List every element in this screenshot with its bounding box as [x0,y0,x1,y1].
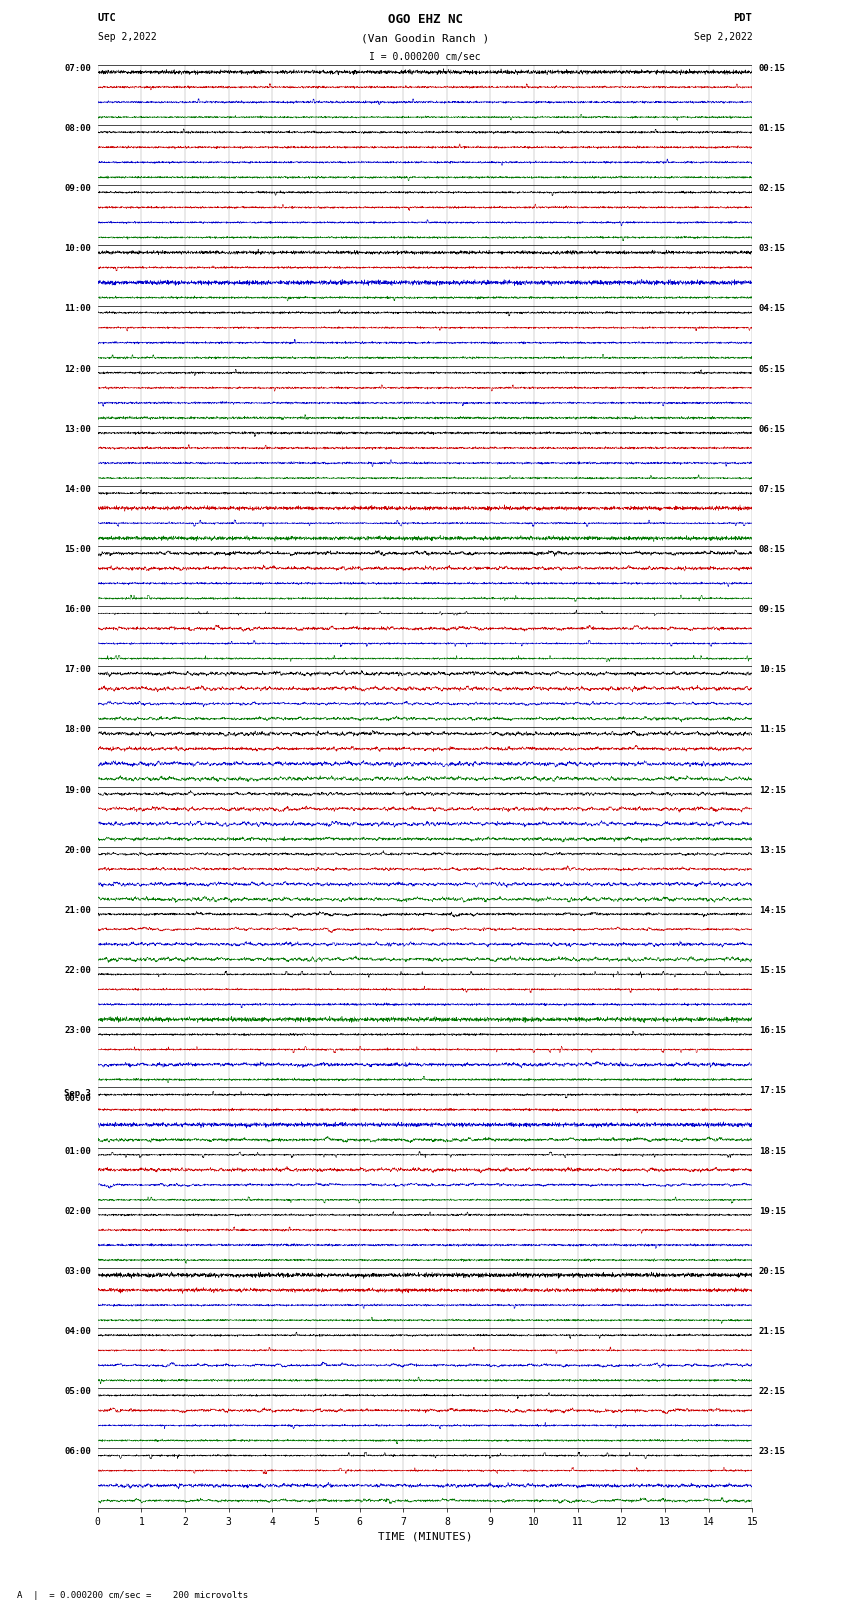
Text: 09:00: 09:00 [65,184,91,194]
Text: I = 0.000200 cm/sec: I = 0.000200 cm/sec [369,52,481,61]
Text: 13:00: 13:00 [65,424,91,434]
Text: 14:15: 14:15 [759,907,785,915]
Text: 08:15: 08:15 [759,545,785,553]
Text: 20:15: 20:15 [759,1266,785,1276]
Text: 11:00: 11:00 [65,305,91,313]
Text: (Van Goodin Ranch ): (Van Goodin Ranch ) [361,34,489,44]
Text: 22:00: 22:00 [65,966,91,974]
Text: 01:00: 01:00 [65,1147,91,1155]
Text: 01:15: 01:15 [759,124,785,132]
Text: 12:15: 12:15 [759,786,785,795]
Text: 03:15: 03:15 [759,244,785,253]
Text: 03:00: 03:00 [65,1266,91,1276]
Text: 05:15: 05:15 [759,365,785,374]
Text: 10:15: 10:15 [759,665,785,674]
Text: 07:15: 07:15 [759,486,785,494]
Text: Sep 2,2022: Sep 2,2022 [694,32,752,42]
Text: 22:15: 22:15 [759,1387,785,1397]
Text: 06:00: 06:00 [65,1447,91,1457]
Text: 10:00: 10:00 [65,244,91,253]
Text: 17:00: 17:00 [65,665,91,674]
Text: 11:15: 11:15 [759,726,785,734]
Text: OGO EHZ NC: OGO EHZ NC [388,13,462,26]
Text: 21:00: 21:00 [65,907,91,915]
Text: 02:15: 02:15 [759,184,785,194]
Text: 00:00: 00:00 [65,1094,91,1103]
Text: 04:15: 04:15 [759,305,785,313]
Text: 20:00: 20:00 [65,845,91,855]
Text: 02:00: 02:00 [65,1207,91,1216]
Text: 00:15: 00:15 [759,65,785,73]
Text: 16:15: 16:15 [759,1026,785,1036]
Text: Sep 3: Sep 3 [65,1089,91,1098]
Text: 23:00: 23:00 [65,1026,91,1036]
Text: A  |  = 0.000200 cm/sec =    200 microvolts: A | = 0.000200 cm/sec = 200 microvolts [17,1590,248,1600]
Text: 06:15: 06:15 [759,424,785,434]
Text: 08:00: 08:00 [65,124,91,132]
Text: 19:15: 19:15 [759,1207,785,1216]
Text: 18:00: 18:00 [65,726,91,734]
X-axis label: TIME (MINUTES): TIME (MINUTES) [377,1531,473,1542]
Text: 12:00: 12:00 [65,365,91,374]
Text: 19:00: 19:00 [65,786,91,795]
Text: UTC: UTC [98,13,116,23]
Text: 21:15: 21:15 [759,1327,785,1336]
Text: 09:15: 09:15 [759,605,785,615]
Text: 07:00: 07:00 [65,65,91,73]
Text: Sep 2,2022: Sep 2,2022 [98,32,156,42]
Text: 18:15: 18:15 [759,1147,785,1155]
Text: 17:15: 17:15 [759,1086,785,1095]
Text: 04:00: 04:00 [65,1327,91,1336]
Text: 14:00: 14:00 [65,486,91,494]
Text: 15:15: 15:15 [759,966,785,974]
Text: 05:00: 05:00 [65,1387,91,1397]
Text: 15:00: 15:00 [65,545,91,553]
Text: 16:00: 16:00 [65,605,91,615]
Text: 13:15: 13:15 [759,845,785,855]
Text: PDT: PDT [734,13,752,23]
Text: 23:15: 23:15 [759,1447,785,1457]
